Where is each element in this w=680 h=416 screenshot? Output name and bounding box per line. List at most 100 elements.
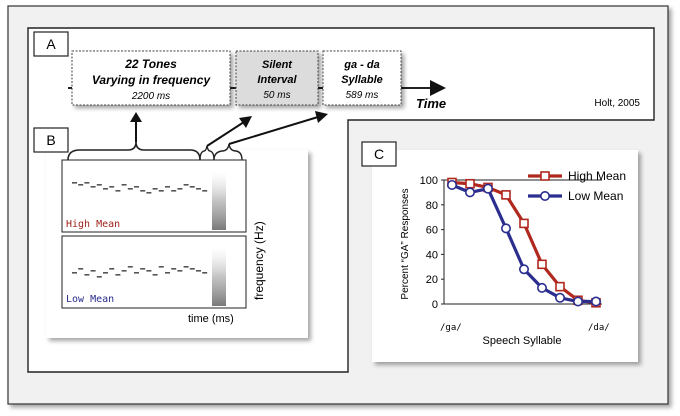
tones-low-group [72, 266, 208, 278]
syllable-box [322, 50, 402, 106]
tone-dash [158, 190, 164, 192]
data-point-circle [536, 282, 547, 293]
silent-arrowhead [239, 116, 252, 128]
tone-dash [146, 270, 152, 272]
tone-dash [177, 188, 183, 190]
syllable-line2: Syllable [341, 74, 383, 86]
tone-dash [90, 186, 96, 188]
y-tick-label: 40 [426, 249, 438, 261]
silent-line2: Interval [257, 74, 297, 86]
tone-dash [96, 276, 102, 278]
data-point-circle [554, 292, 565, 303]
tone-dash [121, 270, 127, 272]
panel-c-label: C [374, 146, 384, 162]
y-axis-title: Percent “GA” Responses [400, 188, 411, 299]
tones-high-group [72, 182, 208, 194]
tones-line2: Varying in frequency [92, 73, 212, 87]
syllable-energy-low [212, 248, 226, 306]
panel-a-label: A [46, 36, 56, 52]
tone-dash [127, 188, 133, 190]
tone-dash [127, 266, 133, 268]
panel-c-label-box [361, 141, 397, 167]
tone-dash [177, 270, 183, 272]
syllable-line1: ga - da [343, 59, 379, 71]
legend-label: High Mean [568, 169, 626, 183]
tones-box [71, 50, 231, 106]
tone-dash [78, 184, 84, 186]
panel-a-label-box [33, 31, 69, 57]
legend-marker [539, 191, 550, 202]
tone-dash [134, 272, 139, 274]
tone-dash [109, 268, 115, 270]
tone-dash [196, 188, 201, 190]
high-mean-label: High Mean [66, 219, 120, 230]
tone-dash [72, 272, 77, 274]
tone-dash [78, 268, 84, 270]
tone-dash [103, 188, 108, 190]
y-tick-label: 80 [426, 200, 438, 212]
data-point-square [465, 178, 475, 189]
tone-dash [134, 186, 139, 188]
silent-line1: Silent [262, 59, 293, 71]
data-point-circle [500, 223, 511, 234]
tone-dash [152, 188, 158, 190]
tone-dash [202, 190, 208, 192]
y-tick-label: 20 [426, 274, 438, 286]
data-point-square [555, 281, 565, 292]
tone-dash [152, 274, 158, 276]
tone-dash [96, 184, 102, 186]
y-tick-label: 0 [432, 299, 438, 311]
tone-dash [158, 266, 164, 268]
tone-dash [189, 268, 195, 270]
silent-arrow [206, 121, 245, 147]
tone-dash [90, 270, 96, 272]
syllable-duration: 589 ms [346, 90, 379, 101]
time-arrowhead [430, 80, 446, 96]
citation: Holt, 2005 [594, 98, 640, 109]
panel-c-area [372, 150, 638, 362]
data-point-square [537, 259, 547, 270]
tones-duration: 2200 ms [131, 91, 170, 102]
tone-dash [196, 270, 201, 272]
low-mean-label: Low Mean [66, 294, 114, 305]
x-start-label: /ga/ [440, 323, 462, 333]
tone-dash [115, 190, 121, 192]
tone-dash [165, 186, 170, 188]
x-end-label: /da/ [588, 323, 610, 333]
data-point-circle [464, 187, 475, 198]
y-tick-label: 100 [420, 175, 438, 187]
syllable-arrowhead [315, 111, 328, 123]
data-point-circle [572, 296, 583, 307]
data-point-square [519, 218, 529, 229]
data-point-circle [446, 179, 457, 190]
data-point-circle [518, 264, 529, 275]
tones-arrowhead [130, 112, 142, 122]
tone-dash [72, 182, 77, 184]
panel-b-label: B [46, 132, 55, 148]
tone-dash [140, 268, 146, 270]
tone-dash [146, 192, 152, 194]
tone-dash [171, 190, 177, 192]
time-axis-label: time (ms) [188, 313, 234, 325]
tone-dash [103, 272, 108, 274]
data-point-square [501, 190, 511, 200]
tone-dash [84, 182, 90, 184]
tone-dash [109, 186, 115, 188]
tone-dash [115, 274, 121, 276]
time-label: Time [416, 96, 446, 111]
psychometric-chart: 0 20 40 60 80 100 High Mean Low Mean [420, 169, 626, 311]
tone-dash [84, 274, 90, 276]
tone-dash [189, 186, 195, 188]
silent-duration: 50 ms [263, 90, 290, 101]
y-tick-label: 60 [426, 225, 438, 237]
syllable-arrow [228, 116, 319, 145]
x-axis-title: Speech Syllable [483, 335, 562, 347]
tones-line1: 22 Tones [124, 57, 177, 71]
frequency-axis-label: frequency (Hz) [252, 221, 266, 300]
data-point-circle [482, 183, 493, 194]
legend-marker [540, 171, 550, 181]
tone-dash [165, 272, 170, 274]
syllable-energy-high [212, 172, 226, 230]
tone-dash [183, 184, 189, 186]
